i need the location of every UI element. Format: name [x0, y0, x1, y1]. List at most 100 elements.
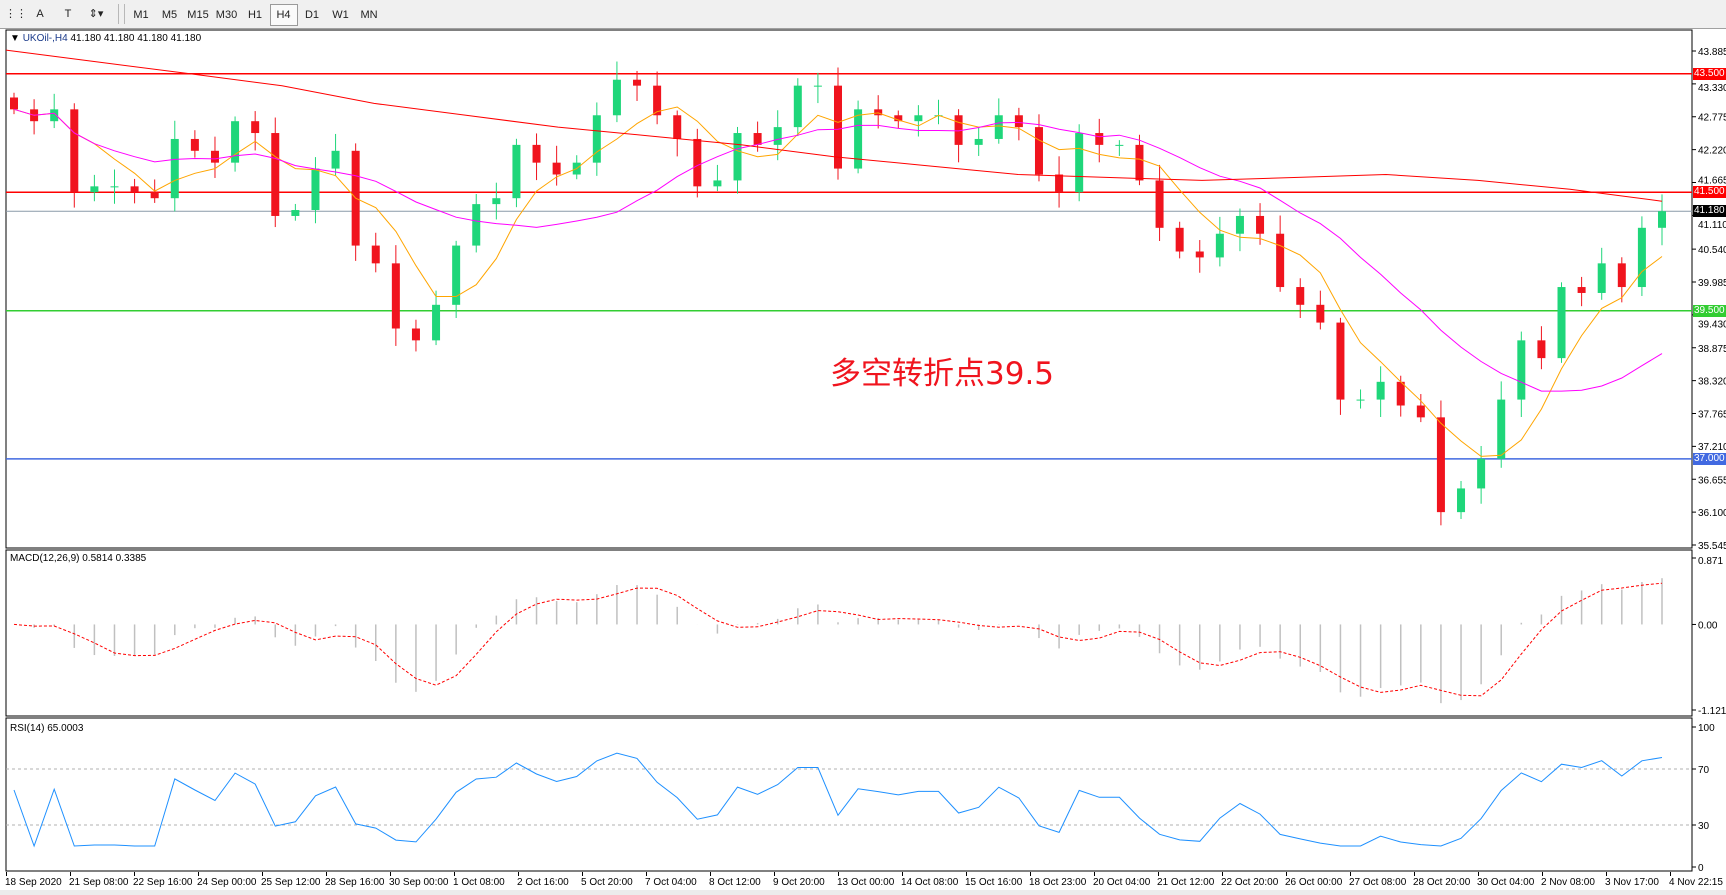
candle [1396, 381, 1405, 406]
toolbar-separator [118, 4, 119, 24]
candle [713, 180, 722, 187]
candle [1356, 399, 1365, 401]
time-tick [326, 872, 327, 876]
price-tick-label: 42.775 [1698, 113, 1726, 124]
macd-pane [5, 549, 1693, 717]
price-tick-label: 35.545 [1698, 541, 1726, 552]
timeframe-h1[interactable]: H1 [247, 9, 263, 21]
timeframe-h4[interactable]: H4 [269, 4, 298, 26]
time-label: 15 Oct 16:00 [965, 877, 1023, 888]
candle [914, 115, 923, 122]
time-label: 2 Nov 08:00 [1541, 877, 1595, 888]
price-tick-label: 42.220 [1698, 146, 1726, 157]
candle [391, 263, 400, 329]
candle [251, 121, 260, 134]
timeframe-m1[interactable]: M1 [133, 9, 149, 21]
rsi-tick-label: 100 [1698, 723, 1715, 734]
time-label: 14 Oct 08:00 [901, 877, 959, 888]
rsi-tick-label: 0 [1698, 863, 1704, 872]
candle [954, 115, 963, 145]
candle [1577, 287, 1586, 293]
price-tick-label: 43.885 [1698, 47, 1726, 58]
timeframe-w1[interactable]: W1 [332, 9, 349, 21]
time-label: 30 Sep 00:00 [389, 877, 449, 888]
time-tick [774, 872, 775, 876]
time-label: 4 Nov 22:15 [1669, 877, 1723, 888]
candle [1175, 227, 1184, 252]
candle [150, 192, 159, 199]
text-label-icon[interactable]: T [64, 8, 72, 20]
time-tick [1670, 872, 1671, 876]
candle [50, 109, 59, 122]
candle [1497, 399, 1506, 459]
candle [673, 115, 682, 139]
timeframe-mn[interactable]: MN [360, 9, 378, 21]
symbol-label: UKOil-,H4 [22, 33, 68, 44]
time-tick [6, 872, 7, 876]
time-label: 5 Oct 20:00 [581, 877, 633, 888]
candle [1658, 211, 1666, 228]
status-strip [0, 890, 1726, 895]
candle [1276, 233, 1285, 288]
time-label: 22 Oct 20:00 [1221, 877, 1279, 888]
chart-canvas[interactable]: 43.885 43.330 42.775 42.220 41.665 41.110 40.5… [0, 29, 1726, 872]
rsi-tick-label: 70 [1698, 765, 1710, 776]
chart-legend: ▼ UKOil-,H4 41.180 41.180 41.180 41.180 [10, 33, 201, 44]
chart-annotation[interactable]: 多空转折点39.5 [830, 356, 1055, 392]
candle [834, 85, 842, 169]
candle [1075, 133, 1084, 193]
candle [190, 138, 199, 151]
price-tag: 41.180 [1693, 205, 1726, 218]
candle [1597, 263, 1606, 293]
time-label: 3 Nov 17:00 [1605, 877, 1659, 888]
price-tick-label: 39.985 [1698, 278, 1726, 289]
timeframe-m15[interactable]: M15 [187, 9, 209, 21]
timeframe-d1[interactable]: D1 [304, 9, 320, 21]
time-label: 1 Oct 08:00 [453, 877, 505, 888]
arrows-icon[interactable]: ⇕▾ [88, 8, 104, 20]
candle [1517, 340, 1526, 400]
candle [331, 150, 340, 169]
collapse-triangle-icon[interactable]: ▼ [10, 33, 20, 44]
time-label: 18 Sep 2020 [5, 877, 62, 888]
time-label: 21 Oct 12:00 [1157, 877, 1215, 888]
candle [1095, 133, 1104, 145]
time-tick [710, 872, 711, 876]
candle [1034, 127, 1043, 175]
price-tag: 37.000 [1693, 452, 1726, 465]
price-tick-label: 43.330 [1698, 83, 1726, 94]
rsi-label: RSI(14) 65.0003 [10, 723, 84, 734]
time-tick [582, 872, 583, 876]
time-tick [134, 872, 135, 876]
candle [1135, 144, 1144, 181]
candle [532, 144, 541, 163]
price-tick-label: 37.210 [1698, 442, 1726, 453]
timeframe-m5[interactable]: M5 [161, 9, 178, 21]
price-tick-label: 38.320 [1698, 377, 1726, 388]
grid-icon[interactable]: ⋮⋮ [5, 8, 27, 20]
candle [110, 186, 119, 188]
candle [271, 133, 280, 216]
time-label: 30 Oct 04:00 [1477, 877, 1535, 888]
candle [10, 97, 18, 110]
candle [432, 304, 441, 341]
price-tick-label: 37.765 [1698, 410, 1726, 421]
candle [633, 79, 642, 86]
time-tick [1158, 872, 1159, 876]
text-icon[interactable]: A [36, 8, 44, 20]
time-tick [70, 872, 71, 876]
candle [1537, 340, 1546, 359]
ma-mid-line [13, 108, 1663, 392]
time-label: 9 Oct 20:00 [773, 877, 825, 888]
time-tick [454, 872, 455, 876]
candle [894, 115, 903, 122]
candle [1235, 215, 1244, 234]
candle [1557, 287, 1566, 359]
price-tag: 43.500 [1693, 67, 1726, 80]
time-tick [966, 872, 967, 876]
timeframe-m30[interactable]: M30 [215, 9, 238, 21]
candle [1256, 215, 1265, 234]
time-tick [646, 872, 647, 876]
time-label: 18 Oct 23:00 [1029, 877, 1087, 888]
time-tick [1414, 872, 1415, 876]
